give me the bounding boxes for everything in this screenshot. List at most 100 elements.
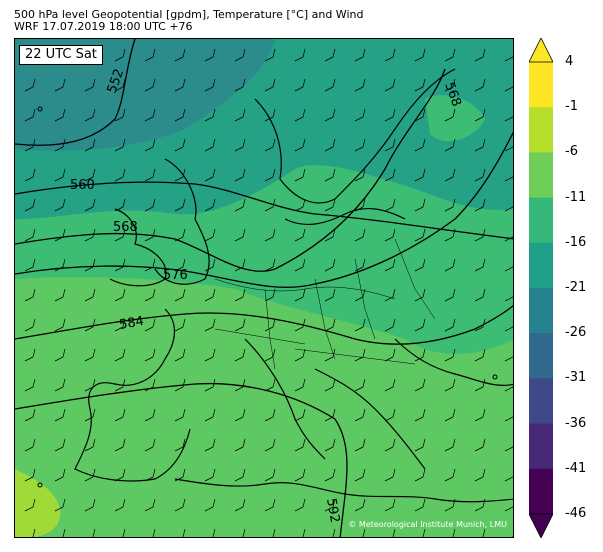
wind-barb [384, 318, 396, 332]
wind-barb [392, 528, 396, 537]
wind-barb [444, 498, 456, 512]
wind-barb [24, 438, 36, 452]
wind-barb [384, 168, 396, 182]
wind-barb [54, 198, 66, 212]
wind-barb [174, 438, 186, 452]
wind-barb [504, 85, 513, 92]
wind-barb [84, 318, 96, 332]
map-canvas: 552 560 568 576 584 592 568 [15, 39, 513, 537]
wind-barb [444, 288, 456, 302]
wind-barb [474, 348, 486, 362]
wind-barb [174, 48, 186, 62]
wind-barb [204, 228, 216, 242]
wind-barb [114, 168, 126, 182]
wind-barb [84, 378, 96, 392]
wind-barb [84, 108, 96, 122]
wind-barb [384, 438, 396, 452]
wind-barb [24, 408, 36, 422]
wind-barb [354, 228, 366, 242]
wind-barb [54, 288, 66, 302]
colorbar-segments [529, 62, 553, 515]
wind-barb [294, 228, 306, 242]
colorbar-segment [529, 242, 553, 289]
wind-barb [474, 258, 486, 272]
wind-barb [264, 498, 276, 512]
wind-barb [122, 528, 126, 537]
wind-barb [444, 108, 456, 122]
wind-barb [384, 48, 396, 62]
wind-barb [482, 528, 486, 537]
wind-barb [234, 378, 246, 392]
wind-barb [414, 78, 426, 92]
wind-barb [264, 138, 276, 152]
wind-barb [204, 288, 216, 302]
wind-barb [384, 408, 396, 422]
wind-barb [294, 408, 306, 422]
wind-barb [84, 348, 96, 362]
contour-label: 560 [70, 178, 95, 193]
wind-barb [204, 348, 216, 362]
wind-barb [174, 408, 186, 422]
wind-barb [504, 385, 513, 392]
wind-barb [174, 108, 186, 122]
wind-barb [324, 258, 336, 272]
wind-barb [144, 168, 156, 182]
wind-barb [24, 468, 36, 482]
wind-barb [54, 408, 66, 422]
wind-barb [84, 258, 96, 272]
wind-barb [294, 468, 306, 482]
wind-barb [354, 108, 366, 122]
wind-barb [174, 498, 186, 512]
wind-barb [354, 288, 366, 302]
wind-barb [114, 288, 126, 302]
wind-barb [384, 498, 396, 512]
wind-barb [114, 108, 126, 122]
valid-time-label: 22 UTC Sat [19, 45, 103, 65]
wind-barb [324, 498, 336, 512]
wind-barb [54, 378, 66, 392]
wind-barb [24, 78, 36, 92]
wind-barb [92, 528, 96, 537]
wind-barb [504, 325, 513, 332]
wind-barb [444, 198, 456, 212]
wind-barb [294, 378, 306, 392]
wind-barb [84, 438, 96, 452]
wind-barb [182, 528, 186, 537]
wind-barb [24, 198, 36, 212]
wind-barb [324, 408, 336, 422]
wind-barb [144, 48, 156, 62]
wind-barb [504, 445, 513, 452]
wind-barb [474, 378, 486, 392]
colorbar-segment [529, 107, 553, 153]
wind-barb [474, 48, 486, 62]
colorbar-segment [529, 423, 553, 470]
wind-barb [414, 318, 426, 332]
wind-barb [264, 468, 276, 482]
wind-barb [294, 288, 306, 302]
wind-barb [24, 108, 36, 122]
wind-barb [414, 288, 426, 302]
wind-barb [234, 138, 246, 152]
wind-barb [62, 528, 66, 537]
wind-barb [324, 288, 336, 302]
wind-barb [414, 258, 426, 272]
wind-barb [324, 138, 336, 152]
wind-barb [24, 258, 36, 272]
wind-barb [324, 108, 336, 122]
colorbar-tick-label: -26 [565, 325, 587, 341]
wind-barb [174, 138, 186, 152]
wind-barb [144, 318, 156, 332]
wind-barb [84, 168, 96, 182]
colorbar-segment [529, 333, 553, 379]
wind-barb [354, 408, 366, 422]
wind-barb [84, 138, 96, 152]
wind-barb [24, 498, 36, 512]
wind-barb [144, 78, 156, 92]
wind-barb [504, 265, 513, 272]
wind-barb [114, 468, 126, 482]
wind-barb [234, 108, 246, 122]
wind-barb [474, 198, 486, 212]
wind-barb [354, 258, 366, 272]
wind-barb [234, 468, 246, 482]
wind-barb [294, 318, 306, 332]
